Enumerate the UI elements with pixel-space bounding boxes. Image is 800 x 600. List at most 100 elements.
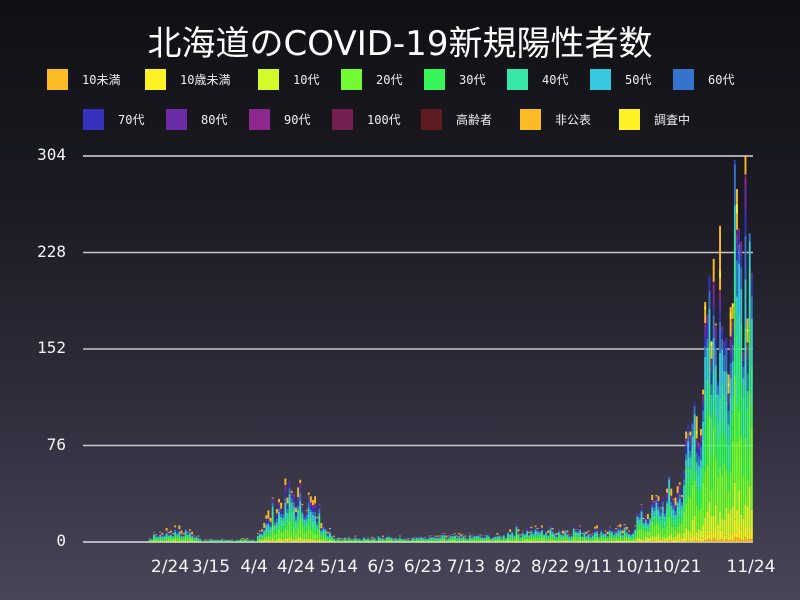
legend-label: 40代 bbox=[542, 72, 569, 87]
bar-segment bbox=[174, 531, 177, 534]
bar-segment bbox=[299, 501, 302, 506]
bar-segment bbox=[540, 536, 543, 541]
bar-segment bbox=[663, 520, 666, 527]
bar-segment bbox=[309, 511, 312, 518]
bar-segment bbox=[396, 539, 399, 541]
bar-segment bbox=[256, 537, 259, 540]
bar-segment bbox=[286, 523, 289, 530]
bar-segment bbox=[265, 540, 268, 542]
bar-segment bbox=[608, 537, 611, 541]
bar-segment bbox=[642, 521, 645, 523]
bar-segment bbox=[670, 505, 673, 511]
bar-segment bbox=[369, 540, 372, 542]
bar-segment bbox=[328, 538, 331, 541]
bar-segment bbox=[475, 537, 478, 539]
bar-segment bbox=[672, 508, 675, 516]
bar-segment bbox=[328, 536, 331, 539]
bar-segment bbox=[413, 540, 416, 542]
bar-segment bbox=[683, 472, 685, 475]
bar-segment bbox=[186, 537, 189, 540]
bar-segment bbox=[305, 512, 308, 514]
bar-segment bbox=[528, 541, 531, 542]
bar-segment bbox=[286, 506, 289, 509]
bar-segment bbox=[297, 527, 300, 539]
bar-segment bbox=[178, 528, 181, 530]
bar-segment bbox=[278, 502, 280, 503]
bar-segment bbox=[180, 537, 183, 539]
bar-segment bbox=[468, 537, 471, 540]
bar-segment bbox=[295, 513, 297, 517]
bar-segment bbox=[271, 540, 274, 542]
bar-segment bbox=[657, 534, 660, 540]
bar-segment bbox=[729, 509, 732, 533]
bar-segment bbox=[473, 536, 476, 538]
bar-segment bbox=[702, 466, 705, 483]
bar-segment bbox=[712, 281, 715, 285]
bar-segment bbox=[494, 538, 497, 540]
legend-swatch bbox=[520, 108, 541, 130]
bar-segment bbox=[244, 539, 247, 541]
bar-segment bbox=[615, 529, 618, 531]
bar-segment bbox=[275, 514, 278, 517]
bar-segment bbox=[704, 302, 707, 307]
bar-segment bbox=[225, 541, 227, 542]
bar-segment bbox=[608, 533, 611, 538]
bar-segment bbox=[714, 330, 717, 341]
bar-segment bbox=[288, 507, 291, 522]
bar-segment bbox=[699, 442, 702, 447]
bar-segment bbox=[555, 536, 558, 539]
bar-segment bbox=[305, 530, 308, 540]
bar-segment bbox=[731, 321, 734, 326]
bar-segment bbox=[322, 530, 325, 534]
bar-segment bbox=[699, 435, 702, 437]
bar-segment bbox=[577, 539, 579, 541]
bar-segment bbox=[301, 517, 304, 522]
bar-segment bbox=[596, 537, 599, 541]
bar-segment bbox=[642, 519, 645, 522]
bar-segment bbox=[750, 529, 753, 539]
bar-segment bbox=[566, 530, 569, 532]
bar-segment bbox=[193, 539, 196, 541]
bar-segment bbox=[574, 531, 577, 533]
bar-segment bbox=[288, 521, 291, 537]
bar-segment bbox=[729, 377, 732, 398]
bar-segment bbox=[651, 512, 654, 517]
bar-segment bbox=[723, 463, 726, 520]
bar-segment bbox=[744, 279, 747, 328]
bar-segment bbox=[292, 540, 295, 542]
bar-segment bbox=[269, 522, 272, 524]
bar-segment bbox=[683, 470, 685, 473]
bar-segment bbox=[284, 478, 287, 483]
bar-segment bbox=[744, 504, 747, 526]
bar-segment bbox=[731, 506, 734, 534]
bar-segment bbox=[475, 539, 478, 542]
bar-segment bbox=[589, 536, 592, 538]
bar-segment bbox=[551, 530, 554, 533]
bar-segment bbox=[651, 502, 654, 506]
bar-segment bbox=[339, 540, 342, 542]
bar-segment bbox=[570, 538, 573, 541]
bar-segment bbox=[744, 525, 747, 538]
bar-segment bbox=[394, 540, 397, 542]
bar-segment bbox=[689, 531, 692, 539]
bar-segment bbox=[530, 535, 533, 539]
bar-segment bbox=[502, 538, 505, 540]
bar-segment bbox=[454, 534, 456, 536]
bar-segment bbox=[326, 534, 329, 537]
bar-segment bbox=[483, 536, 486, 538]
bar-segment bbox=[674, 510, 677, 516]
legend-label: 10未満 bbox=[82, 72, 121, 87]
bar-segment bbox=[343, 538, 346, 540]
x-tick-label: 9/11 bbox=[573, 557, 613, 577]
bar-segment bbox=[184, 533, 187, 535]
bar-segment bbox=[309, 538, 312, 541]
bar-segment bbox=[596, 531, 599, 534]
bar-segment bbox=[496, 534, 499, 535]
bar-segment bbox=[507, 537, 509, 541]
bar-segment bbox=[659, 510, 662, 513]
bar-segment bbox=[719, 511, 721, 531]
bar-segment bbox=[471, 536, 473, 538]
bar-segment bbox=[331, 535, 333, 537]
bar-segment bbox=[496, 538, 499, 541]
